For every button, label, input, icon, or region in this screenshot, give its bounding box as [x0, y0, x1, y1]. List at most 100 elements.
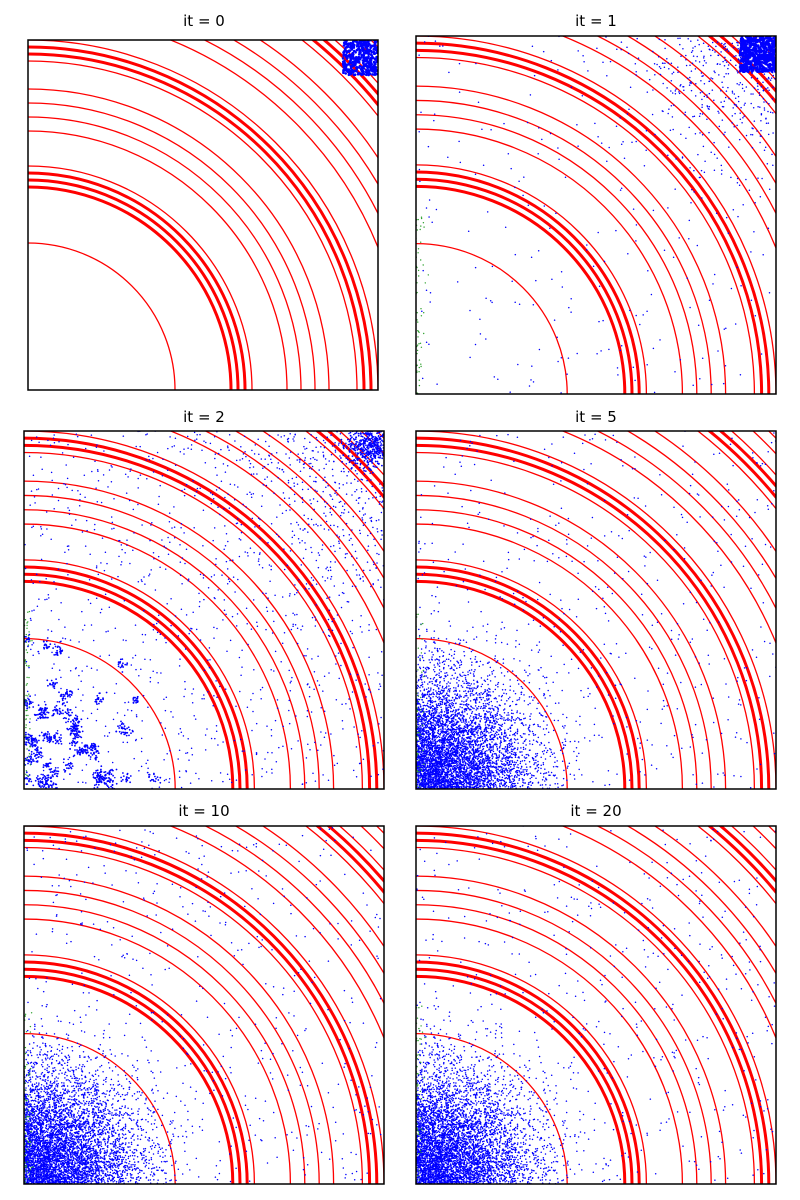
scatter-point	[58, 691, 60, 694]
scatter-point	[83, 474, 86, 477]
scatter-point	[124, 473, 127, 475]
scatter-point	[367, 69, 370, 72]
scatter-point	[354, 470, 357, 472]
scatter-point	[710, 54, 712, 57]
scatter-point	[221, 574, 223, 576]
scatter-point	[85, 763, 88, 766]
scatter-point	[530, 256, 533, 259]
scatter-point	[228, 778, 231, 781]
scatter-point	[381, 674, 383, 677]
scatter-point	[763, 46, 766, 49]
scatter-point	[361, 517, 363, 519]
scatter-point	[147, 759, 149, 762]
scatter-point	[743, 115, 745, 117]
scatter-point	[476, 699, 478, 701]
scatter-point	[741, 87, 744, 90]
scatter-point	[93, 777, 95, 779]
scatter-point	[354, 490, 356, 493]
scatter-point	[336, 494, 338, 496]
scatter-point	[750, 133, 752, 136]
scatter-point	[372, 448, 375, 451]
scatter-point	[337, 444, 340, 446]
scatter-point	[125, 778, 127, 781]
scatter-point	[108, 770, 111, 773]
scatter-point	[160, 722, 162, 724]
scatter-point	[428, 199, 431, 201]
scatter-point	[381, 439, 383, 442]
scatter-point	[227, 578, 230, 580]
scatter-point	[362, 444, 365, 447]
scatter-point	[773, 43, 776, 45]
scatter-point	[36, 605, 39, 608]
scatter-point	[96, 694, 99, 697]
scatter-point	[190, 444, 193, 446]
scatter-point	[224, 496, 226, 499]
contour-band	[416, 48, 764, 394]
scatter-point	[211, 493, 214, 496]
scatter-point	[187, 578, 190, 580]
scatter-point	[274, 594, 276, 597]
scatter-point	[111, 466, 113, 468]
scatter-point	[370, 54, 374, 57]
scatter-point	[145, 434, 147, 436]
scatter-point	[102, 776, 104, 778]
scatter-point	[90, 712, 93, 715]
scatter-point	[658, 65, 661, 68]
scatter-point	[43, 785, 46, 787]
scatter-point	[698, 61, 701, 63]
scatter-point	[679, 85, 681, 87]
scatter-point	[756, 85, 759, 87]
scatter-point	[334, 442, 336, 444]
scatter-point	[305, 548, 307, 551]
scatter-point	[360, 488, 363, 490]
scatter-point	[763, 38, 765, 40]
scatter-point	[543, 205, 546, 207]
scatter-point	[84, 496, 86, 498]
scatter-point	[112, 718, 115, 721]
scatter-point	[72, 720, 75, 723]
scatter-point	[757, 177, 759, 179]
scatter-point	[609, 60, 612, 63]
scatter-point	[420, 308, 422, 310]
scatter-point	[522, 732, 525, 735]
scatter-point	[67, 758, 69, 761]
scatter-point	[76, 752, 79, 755]
scatter-point	[370, 432, 373, 435]
scatter-point	[363, 473, 366, 475]
scatter-point	[46, 774, 49, 777]
scatter-point	[697, 153, 699, 156]
scatter-point	[60, 602, 62, 604]
scatter-point	[40, 535, 42, 537]
scatter-point	[355, 440, 358, 443]
scatter-point	[324, 458, 327, 460]
scatter-point	[259, 537, 261, 540]
scatter-point	[733, 93, 736, 95]
scatter-point	[361, 730, 363, 732]
scatter-point	[351, 691, 354, 693]
scatter-point	[125, 492, 128, 494]
scatter-point	[98, 771, 101, 774]
scatter-point	[352, 447, 355, 450]
scatter-point	[199, 433, 201, 436]
scatter-point	[165, 778, 167, 781]
scatter-point	[366, 561, 369, 563]
scatter-point	[72, 722, 74, 725]
scatter-point	[282, 725, 284, 728]
scatter-point	[514, 253, 517, 256]
scatter-point	[733, 125, 735, 128]
scatter-point	[124, 728, 127, 731]
scatter-point	[374, 457, 377, 459]
scatter-point	[53, 507, 55, 510]
scatter-point	[351, 44, 354, 47]
scatter-point	[727, 232, 730, 234]
scatter-point	[758, 53, 761, 56]
scatter-point	[346, 447, 348, 450]
scatter-point	[737, 215, 739, 218]
scatter-point	[352, 464, 355, 467]
scatter-point	[102, 698, 104, 701]
scatter-point	[53, 441, 56, 444]
scatter-points	[416, 431, 776, 789]
scatter-point	[65, 692, 67, 695]
scatter-point	[762, 253, 764, 256]
plot-area	[24, 431, 384, 789]
